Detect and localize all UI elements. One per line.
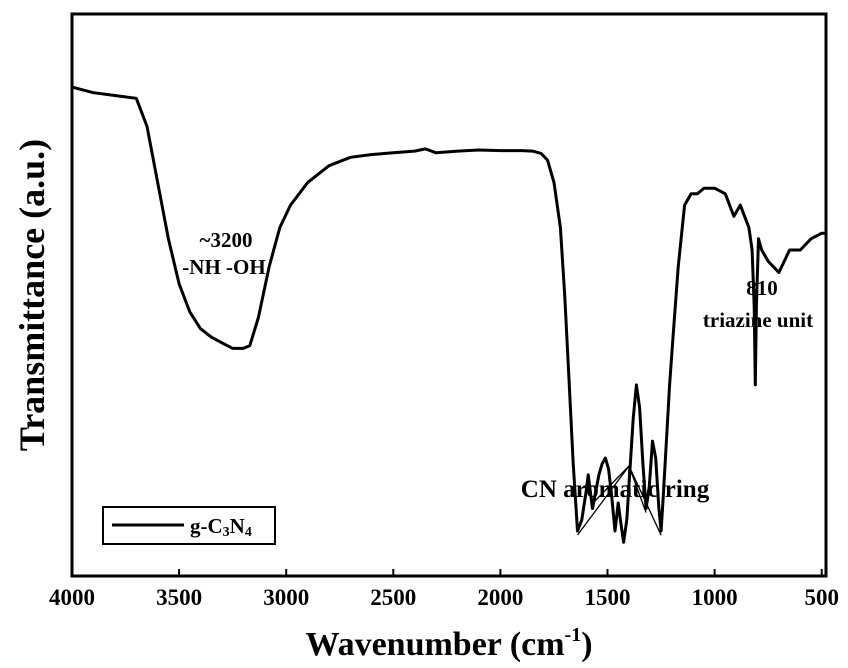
x-tick-label: 4000 [49, 585, 95, 610]
cn-pointer-line [628, 465, 662, 536]
annotation-triazine-line2: triazine unit [703, 308, 813, 332]
x-tick-label: 3500 [156, 585, 202, 610]
annotation-oh-line2: -NH -OH [182, 255, 265, 279]
legend: g-C3N4 [102, 506, 276, 545]
annotation-oh-line1: ~3200 [200, 228, 253, 252]
cn-aromatic-ring-pointers [577, 465, 662, 536]
annotation-cn-aromatic-ring: CN aromatic ring [521, 476, 710, 503]
x-tick-label: 2000 [477, 585, 523, 610]
x-axis-title: Wavenumber (cm-1) [305, 624, 592, 663]
x-tick-label: 1000 [692, 585, 738, 610]
series-line-g-c3n4 [71, 85, 826, 544]
x-axis-ticks: 4000 3500 3000 2500 2000 1500 1000 500 [49, 569, 839, 610]
x-tick-label: 3000 [263, 585, 309, 610]
plot-frame [70, 12, 828, 578]
x-tick-label: 1500 [585, 585, 631, 610]
x-tick-label: 2500 [370, 585, 416, 610]
cn-pointer-line [594, 465, 630, 502]
annotation-triazine-line1: 810 [746, 276, 778, 300]
x-tick-label: 500 [804, 585, 839, 610]
legend-label: g-C3N4 [190, 514, 252, 540]
y-axis-title: Transmittance (a.u.) [12, 139, 52, 451]
cn-pointer-line [577, 465, 630, 536]
cn-pointer-line [628, 465, 647, 513]
cn-pointer-line [626, 465, 630, 524]
